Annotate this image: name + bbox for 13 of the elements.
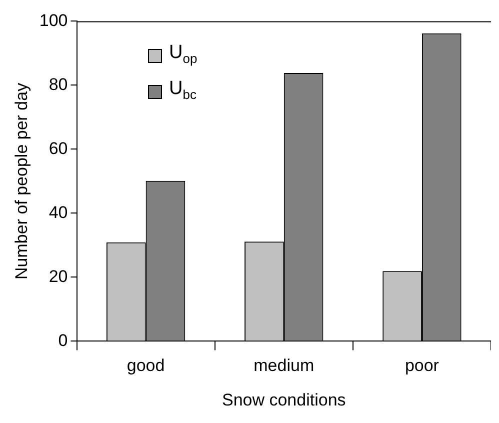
- y-tick-label: 40: [48, 202, 68, 222]
- x-tick-label: medium: [254, 356, 314, 376]
- legend-label: U$_{bc}$: [169, 76, 196, 104]
- x-tick-label: poor: [404, 356, 440, 376]
- x-tick-label: good: [126, 356, 165, 376]
- legend-label: U$_{op}$: [169, 41, 198, 68]
- x-axis-title: Snow conditions: [222, 390, 346, 410]
- y-tick-label: 60: [48, 138, 68, 158]
- y-tick-label: 0: [58, 330, 68, 350]
- y-tick-label: 80: [48, 74, 68, 94]
- y-tick-label: 100: [39, 10, 68, 30]
- y-axis-title: Number of people per day: [12, 82, 31, 280]
- y-tick-label: 20: [48, 266, 68, 286]
